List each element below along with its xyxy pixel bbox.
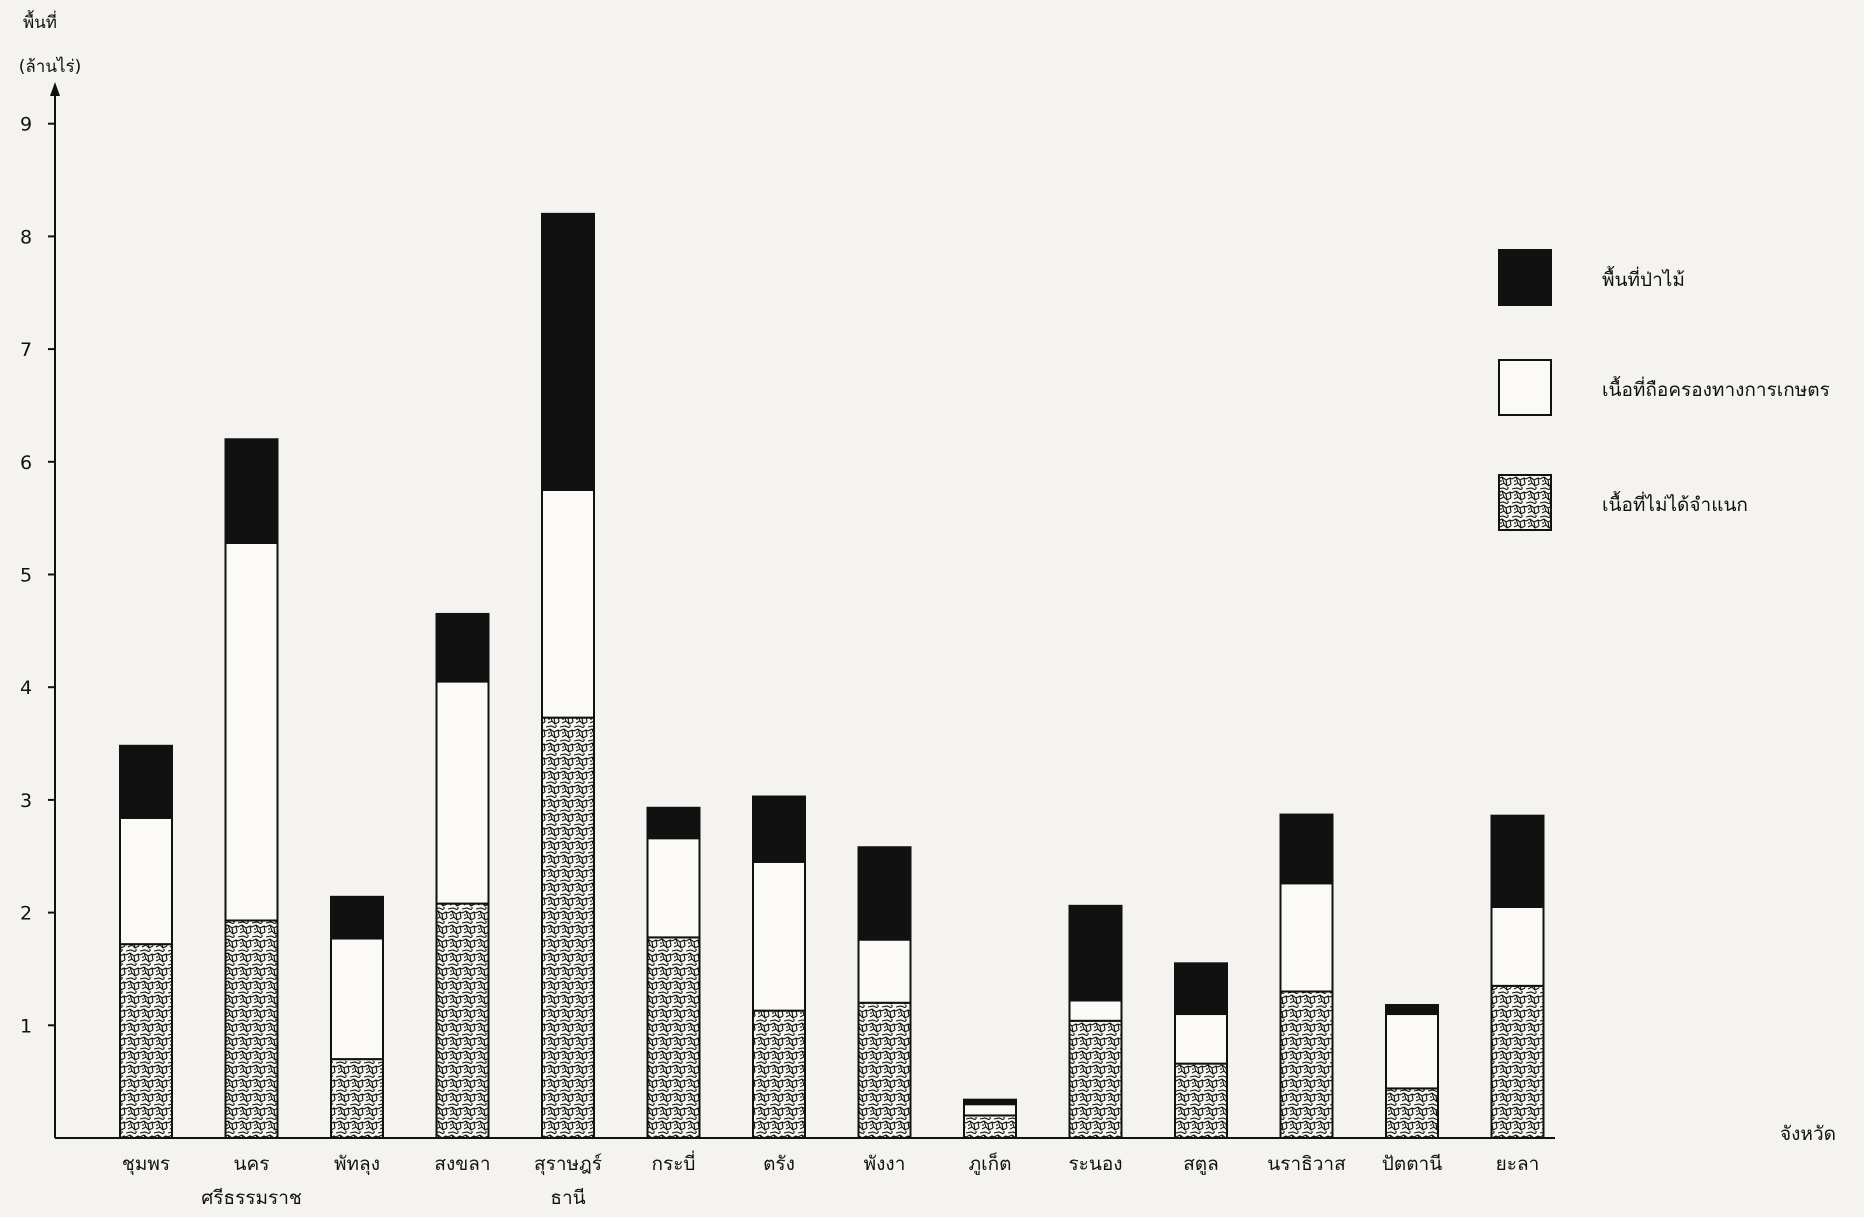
y-tick-label: 5 bbox=[20, 565, 32, 587]
bar-segment bbox=[752, 795, 806, 863]
bar-segment bbox=[1174, 1062, 1228, 1140]
bar-segment bbox=[119, 943, 173, 1139]
category-label: ยะลา bbox=[1496, 1153, 1540, 1175]
bar-segment bbox=[1068, 999, 1123, 1022]
legend-label-agricultural: เนื้อที่ถือครองทางการเกษตร bbox=[1602, 376, 1830, 401]
bar-segment bbox=[857, 938, 912, 1004]
bar-segment bbox=[857, 846, 912, 941]
bar-segment bbox=[119, 816, 173, 946]
bar-segment bbox=[1490, 905, 1545, 987]
bar-segment bbox=[330, 937, 384, 1061]
bar-segment bbox=[224, 438, 279, 544]
y-tick-label: 1 bbox=[20, 1015, 32, 1037]
x-axis-title: จังหวัด bbox=[1780, 1123, 1836, 1145]
bar-segment bbox=[1279, 882, 1334, 993]
category-label: ปัตตานี bbox=[1382, 1153, 1442, 1175]
bar-group bbox=[119, 212, 1545, 1140]
category-label: พังงา bbox=[864, 1153, 906, 1175]
category-label: สุราษฎร์ bbox=[534, 1153, 602, 1176]
legend-label-unclassified: เนื้อที่ไม่ได้จำแนก bbox=[1602, 491, 1748, 516]
bar-segment bbox=[646, 936, 701, 1139]
bar-segment bbox=[541, 212, 595, 491]
bar-segment bbox=[1174, 962, 1228, 1016]
bar-segment bbox=[752, 860, 806, 1012]
category-label: กระบี่ bbox=[652, 1150, 696, 1175]
bar-segment bbox=[330, 1058, 384, 1139]
y-axis-title-line-1: พื้นที่ bbox=[23, 10, 57, 33]
bar-segment bbox=[330, 895, 384, 940]
legend-swatch-agricultural bbox=[1498, 359, 1552, 416]
category-label: นราธิวาส bbox=[1267, 1153, 1346, 1175]
bar-segment bbox=[1490, 984, 1545, 1139]
category-label: สงขลา bbox=[434, 1153, 490, 1175]
category-label: ตรัง bbox=[763, 1153, 795, 1175]
category-label: สตูล bbox=[1183, 1153, 1219, 1175]
category-label: ศรีธรรมราช bbox=[201, 1187, 302, 1209]
y-tick-label: 7 bbox=[20, 339, 32, 361]
y-tick-label: 8 bbox=[20, 226, 32, 248]
bar-segment bbox=[1174, 1013, 1228, 1065]
y-tick-label: 4 bbox=[20, 677, 32, 699]
bar-segment bbox=[1385, 1013, 1439, 1090]
category-label: ภูเก็ต bbox=[969, 1151, 1012, 1175]
bar-segment bbox=[752, 1009, 806, 1139]
bar-segment bbox=[1385, 1004, 1439, 1016]
bar-segment bbox=[1279, 813, 1334, 885]
y-tick-label: 3 bbox=[20, 790, 32, 812]
bar-segment bbox=[963, 1103, 1017, 1117]
y-tick-label: 9 bbox=[20, 114, 32, 136]
y-axis-arrowhead bbox=[50, 82, 60, 96]
legend-swatch-forest bbox=[1498, 249, 1552, 306]
y-axis-title-line-2: (ล้านไร่) bbox=[19, 56, 82, 77]
legend: พื้นที่ป่าไม้ เนื้อที่ถือครองทางการเกษตร… bbox=[1498, 249, 1830, 531]
category-label: ธานี bbox=[550, 1187, 585, 1209]
legend-swatch-unclassified bbox=[1498, 474, 1552, 531]
bar-segment bbox=[1068, 1019, 1123, 1139]
y-tick-label: 2 bbox=[20, 903, 32, 925]
bar-segment bbox=[1490, 814, 1545, 908]
bar-segment bbox=[435, 902, 490, 1139]
bar-segment bbox=[963, 1114, 1017, 1139]
bar-segment bbox=[435, 612, 490, 683]
category-label: ชุมพร bbox=[122, 1153, 170, 1176]
bar-segment bbox=[224, 919, 279, 1140]
bar-segment bbox=[541, 488, 595, 719]
bar-segment bbox=[963, 1098, 1017, 1106]
bar-segment bbox=[1385, 1087, 1439, 1139]
y-tick-label: 6 bbox=[20, 452, 32, 474]
bar-segment bbox=[646, 837, 701, 939]
bar-segment bbox=[435, 680, 490, 905]
bar-segment bbox=[646, 806, 701, 840]
y-tick-group: 1 2 3 4 5 6 7 8 9 bbox=[20, 114, 55, 1037]
bar-segment bbox=[119, 744, 173, 819]
bar-segment bbox=[1068, 904, 1123, 1002]
legend-label-forest: พื้นที่ป่าไม้ bbox=[1602, 266, 1685, 291]
bar-segment bbox=[224, 541, 279, 922]
category-label: พัทลุง bbox=[334, 1153, 380, 1176]
bar-segment bbox=[1279, 990, 1334, 1139]
bar-segment bbox=[857, 1001, 912, 1140]
category-label: นคร bbox=[234, 1153, 270, 1175]
category-label: ระนอง bbox=[1068, 1153, 1122, 1175]
bar-segment bbox=[541, 716, 595, 1140]
